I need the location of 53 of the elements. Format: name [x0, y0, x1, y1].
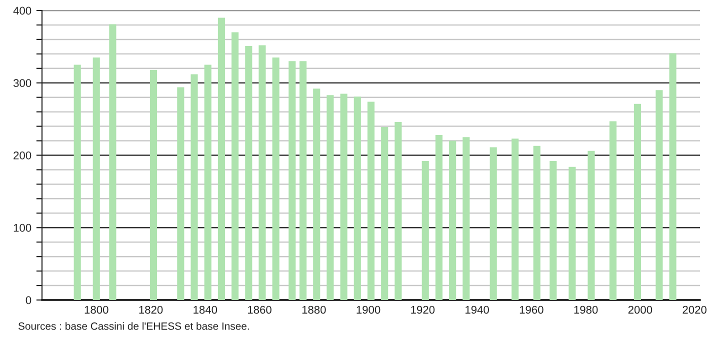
bar [258, 45, 266, 300]
bar [299, 61, 307, 300]
bar [313, 88, 320, 300]
bar [550, 161, 557, 300]
bar [533, 146, 540, 300]
x-tick-label: 1940 [466, 306, 489, 314]
x-tick-label: 1980 [574, 306, 598, 314]
source-note: Sources : base Cassini de l'EHESS et base Insee. [18, 322, 249, 330]
y-tick-label: 400 [13, 6, 32, 15]
bar [422, 161, 429, 300]
x-tick-label: 1920 [411, 306, 435, 314]
x-tick-label: 1820 [139, 306, 163, 314]
bar [177, 87, 184, 300]
y-tick-label: 300 [13, 79, 32, 88]
x-tick-label: 1960 [520, 306, 544, 314]
x-tick-label: 1860 [248, 306, 272, 314]
bar [669, 53, 676, 300]
bar [340, 94, 348, 300]
x-tick-label: 2000 [628, 306, 652, 314]
bar [272, 58, 280, 300]
bar [634, 104, 641, 300]
bar [150, 70, 158, 300]
y-tick-label: 200 [14, 152, 32, 160]
bar [92, 58, 100, 300]
bar [204, 64, 212, 300]
bar [394, 122, 402, 300]
bar [218, 18, 225, 300]
x-tick-label: 1840 [194, 306, 218, 314]
x-tick-label: 1800 [84, 306, 108, 314]
bar [462, 137, 470, 300]
bar [326, 95, 334, 300]
bar [74, 64, 81, 300]
bar [190, 74, 198, 300]
bar [354, 96, 361, 300]
bar [232, 32, 239, 300]
x-tick-label: 1900 [356, 306, 380, 314]
bar [245, 46, 252, 300]
y-tick-label: 100 [14, 224, 32, 232]
bar [656, 90, 663, 300]
bar [449, 140, 456, 300]
bar [435, 134, 443, 300]
bar [512, 138, 519, 300]
bar [109, 24, 116, 300]
bar [609, 121, 617, 300]
x-tick-label: 1880 [302, 306, 326, 314]
bar [490, 147, 497, 300]
bar [367, 102, 375, 300]
bar [568, 166, 576, 300]
bar [288, 61, 296, 300]
bar [588, 150, 595, 300]
y-tick-label: 0 [26, 296, 32, 304]
bar [381, 127, 388, 300]
x-tick-label: 2020 [682, 306, 706, 314]
